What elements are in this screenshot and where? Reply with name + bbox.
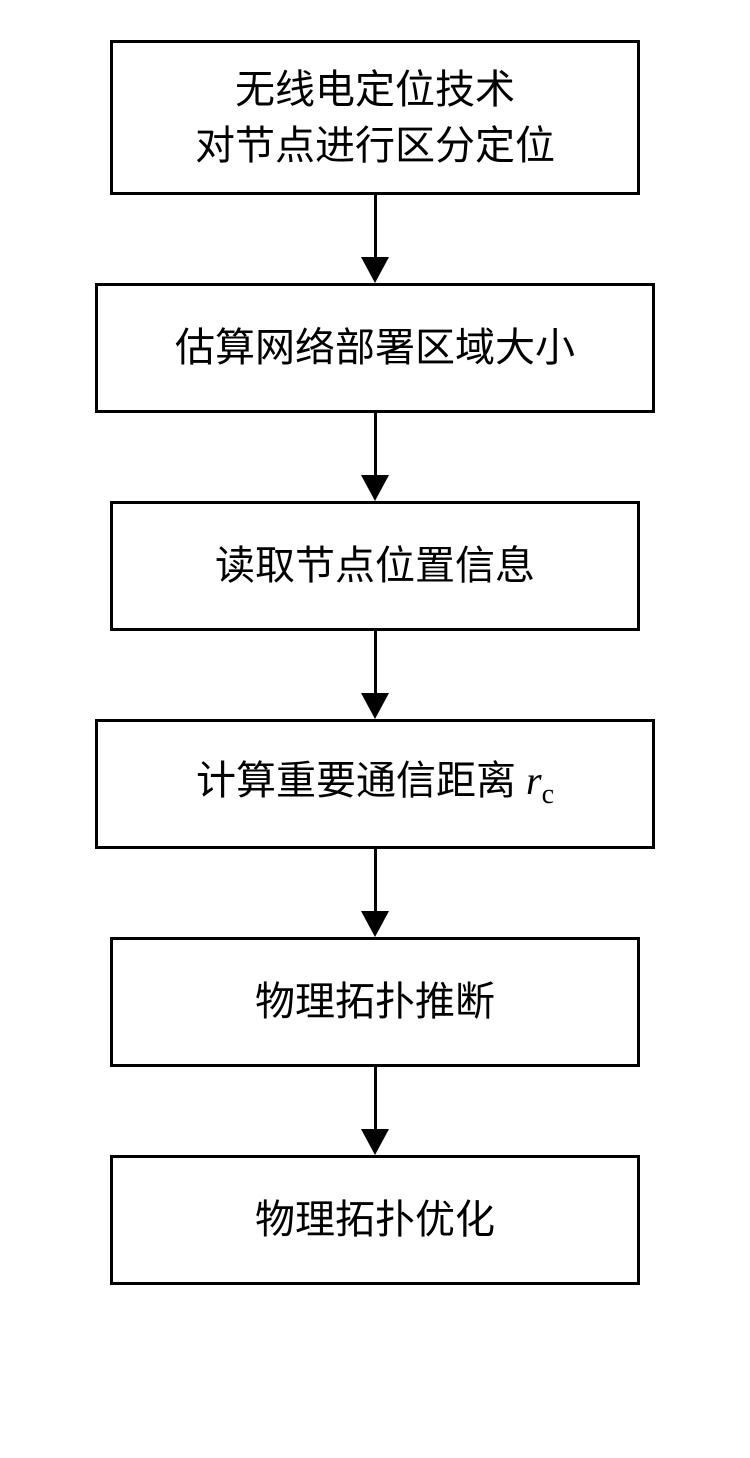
flowchart-node-5: 物理拓扑推断 — [110, 937, 640, 1067]
arrow-3-4 — [361, 631, 389, 719]
node-4-text: 计算重要通信距离 rc — [196, 753, 554, 814]
flowchart-node-3: 读取节点位置信息 — [110, 501, 640, 631]
arrow-line — [374, 1067, 377, 1129]
arrow-line — [374, 413, 377, 475]
arrow-head-icon — [361, 693, 389, 719]
arrow-1-2 — [361, 195, 389, 283]
flowchart-node-2: 估算网络部署区域大小 — [95, 283, 655, 413]
flowchart-node-4: 计算重要通信距离 rc — [95, 719, 655, 849]
node-1-text: 无线电定位技术对节点进行区分定位 — [195, 62, 555, 174]
flowchart-node-6: 物理拓扑优化 — [110, 1155, 640, 1285]
flowchart-container: 无线电定位技术对节点进行区分定位 估算网络部署区域大小 读取节点位置信息 计算重… — [95, 40, 655, 1285]
arrow-5-6 — [361, 1067, 389, 1155]
flowchart-node-1: 无线电定位技术对节点进行区分定位 — [110, 40, 640, 195]
arrow-4-5 — [361, 849, 389, 937]
arrow-head-icon — [361, 475, 389, 501]
arrow-head-icon — [361, 257, 389, 283]
node-5-text: 物理拓扑推断 — [255, 974, 495, 1030]
node-2-text: 估算网络部署区域大小 — [175, 320, 575, 376]
arrow-head-icon — [361, 911, 389, 937]
arrow-line — [374, 849, 377, 911]
node-3-text: 读取节点位置信息 — [215, 538, 535, 594]
node-6-text: 物理拓扑优化 — [255, 1192, 495, 1248]
arrow-line — [374, 195, 377, 257]
arrow-2-3 — [361, 413, 389, 501]
arrow-line — [374, 631, 377, 693]
arrow-head-icon — [361, 1129, 389, 1155]
